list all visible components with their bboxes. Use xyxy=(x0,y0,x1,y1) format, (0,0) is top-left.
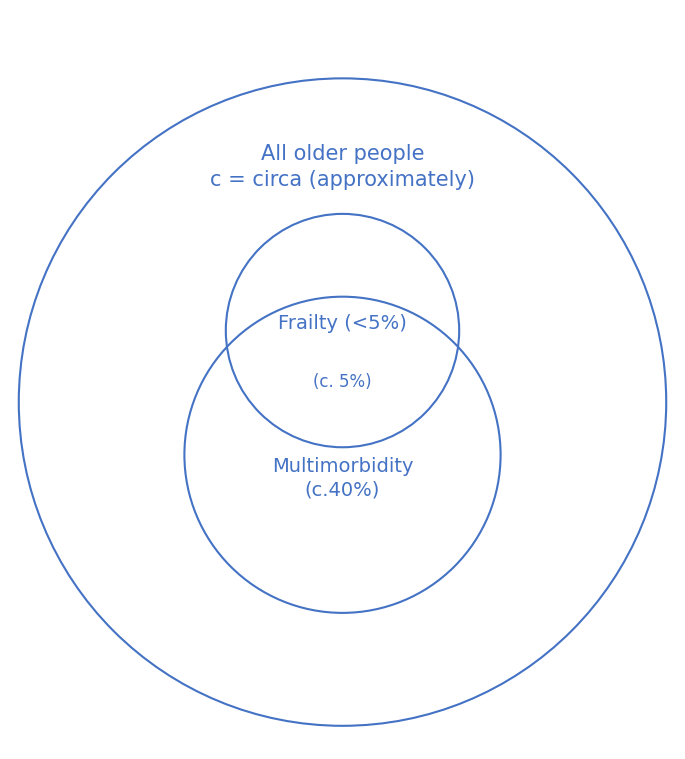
Text: Frailty (<5%): Frailty (<5%) xyxy=(278,313,407,332)
Text: c = circa (approximately): c = circa (approximately) xyxy=(210,170,475,190)
Text: All older people: All older people xyxy=(261,143,424,164)
Text: (c. 5%): (c. 5%) xyxy=(313,373,372,391)
Text: (c.40%): (c.40%) xyxy=(305,480,380,499)
Text: Multimorbidity: Multimorbidity xyxy=(272,457,413,476)
